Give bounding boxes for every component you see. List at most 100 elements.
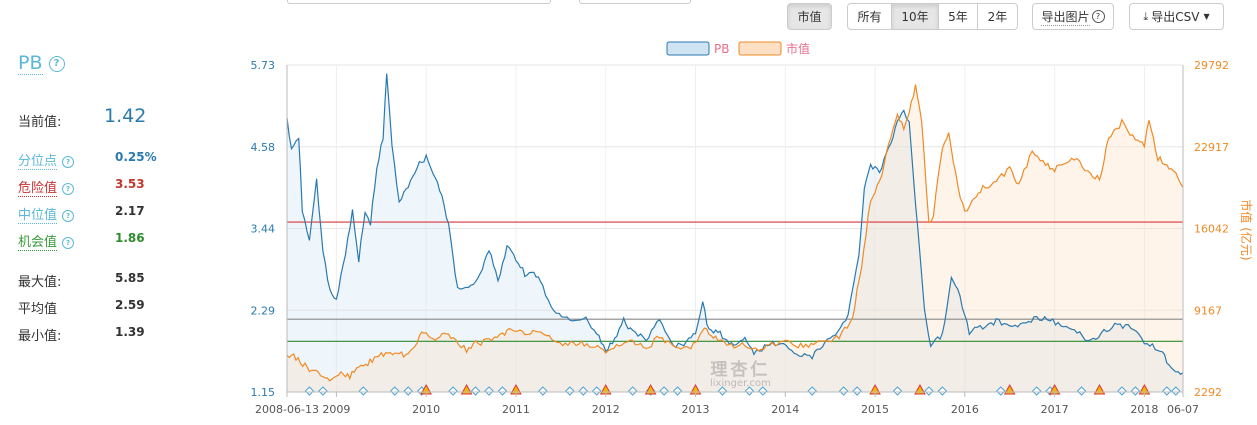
x-tick-label: 2017	[1041, 403, 1069, 416]
stat-label-6: 最小值:	[18, 325, 61, 344]
event-diamond-marker	[1171, 386, 1181, 396]
y-right-tick-label: 16042	[1194, 223, 1229, 236]
stat-label-2[interactable]: 中位值?	[18, 204, 75, 224]
pb-title: PB?	[18, 52, 65, 75]
event-diamond-marker	[484, 386, 494, 396]
stat-value-0: 0.25%	[115, 150, 157, 164]
stat-help-icon[interactable]: ?	[62, 183, 75, 195]
event-triangle-marker	[510, 383, 522, 395]
x-tick-label: 2008-06-13	[255, 403, 319, 416]
event-triangle-marker	[460, 383, 473, 395]
event-triangle-marker	[1003, 383, 1016, 395]
event-diamond-marker	[304, 386, 315, 396]
event-diamond-marker	[470, 386, 481, 396]
event-diamond-marker	[627, 386, 638, 396]
y-right-tick-label: 22917	[1194, 141, 1229, 154]
event-diamond-marker	[448, 386, 458, 396]
range-10y-button[interactable]: 10年	[891, 3, 939, 30]
stat-label-text-3: 机会值	[18, 235, 58, 251]
event-diamond-marker	[578, 386, 588, 396]
y-right-tick-label: 9167	[1194, 304, 1222, 317]
current-value-label: 当前值:	[18, 115, 62, 130]
event-diamond-marker	[497, 386, 508, 396]
stat-label-text-5: 平均值	[18, 302, 58, 317]
event-diamond-marker	[937, 386, 948, 396]
event-diamond-marker	[1130, 386, 1141, 396]
x-tick-label: 06-07	[1167, 403, 1199, 416]
x-tick-label: 2011	[502, 403, 530, 416]
stat-label-0[interactable]: 分位点?	[18, 150, 75, 170]
event-diamond-marker	[1031, 386, 1042, 396]
export-csv-button[interactable]: ⤓ 导出CSV ▼	[1129, 3, 1224, 30]
event-triangle-marker	[869, 383, 881, 395]
event-diamond-marker	[416, 386, 427, 396]
event-diamond-marker	[892, 386, 903, 396]
x-tick-label: 2018	[1130, 403, 1158, 416]
event-diamond-marker	[744, 386, 755, 396]
stat-label-text-1: 危险值	[18, 181, 58, 197]
watermark: 理杏仁 lixinger.com	[710, 355, 771, 389]
event-triangle-marker	[599, 383, 612, 395]
stat-label-text-0: 分位点	[18, 154, 58, 170]
event-diamond-marker	[645, 386, 656, 396]
event-triangle-marker	[914, 383, 926, 395]
event-diamond-marker	[358, 386, 369, 396]
series-area-0	[287, 73, 1183, 392]
stat-help-icon[interactable]: ?	[62, 237, 75, 249]
event-diamond-marker	[838, 386, 849, 396]
export-image-label: 导出图片	[1041, 9, 1090, 26]
event-diamond-marker	[996, 386, 1006, 396]
event-diamond-marker	[390, 386, 400, 396]
stat-label-3[interactable]: 机会值?	[18, 231, 75, 251]
x-tick-label: 2016	[951, 403, 979, 416]
range-2y-button[interactable]: 2年	[977, 3, 1018, 30]
event-triangle-marker	[1048, 383, 1061, 395]
current-value: 1.42	[104, 105, 147, 127]
stat-label-text-6: 最小值:	[18, 329, 62, 344]
stat-label-4: 最大值:	[18, 271, 61, 290]
caret-down-icon: ▼	[1203, 12, 1210, 21]
y-left-tick-label: 2.29	[251, 304, 276, 317]
stat-label-text-4: 最大值:	[18, 275, 62, 290]
event-diamond-marker	[924, 386, 934, 396]
event-diamond-marker	[318, 386, 328, 396]
event-diamond-marker	[403, 386, 413, 396]
x-tick-label: 2015	[861, 403, 889, 416]
event-triangle-marker	[420, 383, 433, 395]
series-area-1	[287, 84, 1183, 392]
export-image-button[interactable]: 导出图片 ?	[1032, 3, 1114, 30]
series-line-0	[286, 73, 1184, 376]
event-diamond-marker	[1117, 386, 1127, 396]
event-diamond-marker	[1162, 386, 1172, 396]
event-diamond-marker	[592, 386, 602, 396]
event-triangle-marker	[1138, 383, 1151, 395]
event-triangle-marker	[689, 383, 702, 395]
event-triangle-marker	[644, 383, 657, 395]
stat-label-text-2: 中位值	[18, 208, 58, 224]
y-right-tick-label: 2292	[1194, 386, 1222, 399]
export-csv-label: 导出CSV	[1151, 10, 1200, 24]
event-diamond-marker	[717, 386, 728, 396]
stat-value-3: 1.86	[115, 231, 145, 245]
stat-value-1: 3.53	[115, 177, 145, 191]
range-all-button[interactable]: 所有	[847, 3, 892, 30]
help-icon: ?	[1091, 10, 1105, 23]
market-cap-toggle-button[interactable]: 市值	[787, 3, 832, 30]
y-right-tick-label: 29792	[1194, 59, 1229, 72]
top-control-stub-1	[287, 0, 551, 4]
stat-help-icon[interactable]: ?	[62, 210, 75, 222]
x-tick-label: 2010	[412, 403, 440, 416]
stat-help-icon[interactable]: ?	[62, 156, 75, 168]
stat-label-1[interactable]: 危险值?	[18, 177, 75, 197]
x-tick-label: 2013	[681, 403, 709, 416]
event-diamond-marker	[807, 386, 817, 396]
pb-help-icon[interactable]: ?	[48, 55, 65, 72]
stat-label-5: 平均值	[18, 298, 57, 317]
legend-swatch-1	[738, 41, 782, 56]
top-control-stub-2	[579, 0, 691, 4]
event-diamond-marker	[565, 386, 575, 396]
event-diamond-marker	[672, 386, 683, 396]
download-icon: ⤓	[1143, 9, 1149, 23]
range-5y-button[interactable]: 5年	[938, 3, 978, 30]
